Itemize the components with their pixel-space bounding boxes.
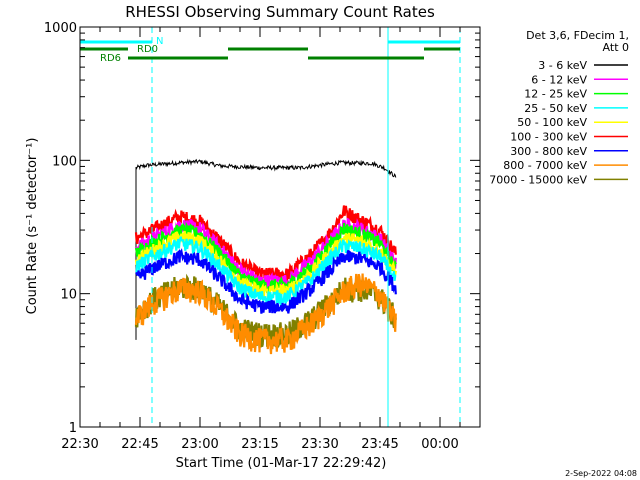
y-axis-label: Count Rate (s⁻¹ detector⁻¹) [25,138,40,315]
x-tick-label-2: 23:00 [181,437,218,452]
flag-label-rd6: RD6 [100,53,121,64]
y-tick-label-0: 1 [69,421,77,436]
flag-label-rd0: RD0 [137,44,158,55]
x-tick-label-0: 22:30 [61,437,98,452]
series-line-8 [134,273,397,355]
series-line-5 [135,236,397,308]
timestamp: 2-Sep-2022 04:08 [565,469,637,478]
series-line-6 [135,248,397,314]
x-axis: 22:30 22:45 23:00 23:15 23:30 23:45 00:00 [61,27,481,452]
x-tick-label-5: 23:45 [361,437,398,452]
legend-label-7: 800 - 7000 keV [503,159,587,172]
legend-label-4: 50 - 100 keV [517,116,587,129]
legend-label-3: 25 - 50 keV [524,102,587,115]
x-axis-label: Start Time (01-Mar-17 22:29:42) [176,456,387,471]
vline-layer [79,27,461,427]
series-line-1 [134,205,397,281]
legend-label-8: 7000 - 15000 keV [489,173,587,186]
x-tick-label-4: 23:30 [301,437,338,452]
y-tick-label-3: 1000 [44,21,77,36]
x-tick-label-6: 00:00 [421,437,458,452]
x-tick-label-3: 23:15 [241,437,278,452]
flag-label-n: N [156,36,163,47]
y-tick-label-1: 10 [60,288,77,303]
x-tick-label-1: 22:45 [121,437,158,452]
legend-header-2: Att 0 [603,41,629,54]
legend-label-2: 12 - 25 keV [524,88,587,101]
legend-label-6: 300 - 800 keV [510,145,587,158]
legend-label-1: 6 - 12 keV [531,73,587,86]
y-tick-label-2: 100 [52,154,77,169]
series-line-0 [135,158,397,340]
y-axis: 1 10 100 1000 [44,21,480,436]
series-line-4 [134,230,397,301]
chart-title: RHESSI Observing Summary Count Rates [125,3,435,21]
legend-header-1: Det 3,6, FDecim 1, [526,29,629,42]
plot-frame [79,26,481,428]
series-layer [134,158,397,355]
legend-label-0: 3 - 6 keV [538,59,587,72]
legend-label-5: 100 - 300 keV [510,131,587,144]
